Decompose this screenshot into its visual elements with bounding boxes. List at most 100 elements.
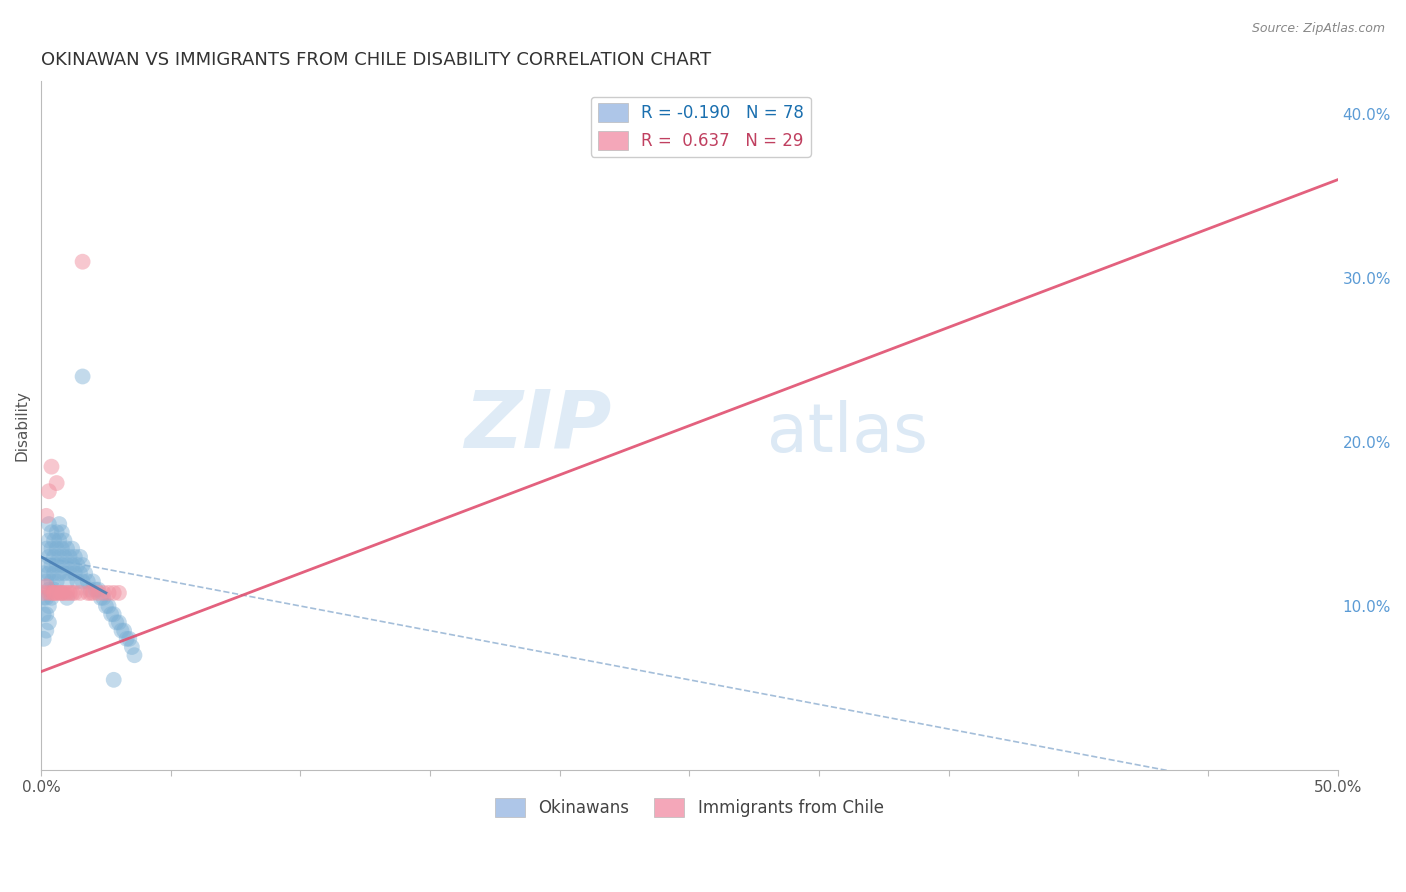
Point [41,525,63,540]
Point [51,525,73,540]
Point [97,599,120,613]
Point [38,566,60,581]
Point [63,586,86,600]
Point [118,632,141,646]
Point [79,582,101,597]
Point [76,586,98,600]
Point [35,579,58,593]
Point [59,566,82,581]
Point [76,574,98,589]
Point [103,586,125,600]
Point [93,586,115,600]
Point [35,574,58,589]
Point [41,574,63,589]
Point [72,558,94,572]
Point [41,558,63,572]
Point [124,648,146,663]
Point [35,624,58,638]
Point [53,533,76,548]
Point [41,541,63,556]
Point [38,533,60,548]
Point [105,615,128,630]
Point [45,586,67,600]
Point [38,599,60,613]
Point [41,586,63,600]
Point [53,566,76,581]
Point [51,586,73,600]
Text: atlas: atlas [768,400,928,466]
Point [56,574,79,589]
Point [60,558,83,572]
Point [75,566,97,581]
Point [42,566,65,581]
Point [32,586,55,600]
Point [38,484,60,499]
Point [42,586,65,600]
Point [72,574,94,589]
Point [103,607,125,622]
Point [90,591,112,605]
Point [48,586,70,600]
Point [32,566,55,581]
Point [51,586,73,600]
Point [42,586,65,600]
Point [45,574,67,589]
Point [59,586,82,600]
Point [93,591,115,605]
Text: OKINAWAN VS IMMIGRANTS FROM CHILE DISABILITY CORRELATION CHART: OKINAWAN VS IMMIGRANTS FROM CHILE DISABI… [41,51,711,69]
Point [66,574,89,589]
Point [38,615,60,630]
Point [38,517,60,532]
Point [87,582,110,597]
Point [82,574,104,589]
Legend: Okinawans, Immigrants from Chile: Okinawans, Immigrants from Chile [488,791,890,823]
Point [60,541,83,556]
Point [108,586,131,600]
Point [110,624,132,638]
Point [45,525,67,540]
Point [45,558,67,572]
Point [56,586,79,600]
Point [72,254,94,268]
Text: Source: ZipAtlas.com: Source: ZipAtlas.com [1251,22,1385,36]
Point [69,566,91,581]
Point [35,558,58,572]
Point [45,476,67,491]
Point [32,591,55,605]
Point [100,607,122,622]
Point [82,586,104,600]
Point [42,533,65,548]
Point [32,632,55,646]
Point [79,586,101,600]
Point [63,566,86,581]
Point [53,586,76,600]
Point [112,624,135,638]
Point [41,459,63,474]
Point [121,640,143,654]
Point [66,558,89,572]
Point [108,615,131,630]
Point [84,582,107,597]
Point [35,508,58,523]
Point [69,549,91,564]
Point [97,586,120,600]
Point [35,607,58,622]
Point [72,369,94,384]
Point [42,549,65,564]
Point [69,586,91,600]
Point [59,549,82,564]
Point [32,607,55,622]
Point [56,541,79,556]
Point [41,591,63,605]
Point [53,549,76,564]
Point [56,558,79,572]
Point [38,586,60,600]
Point [48,517,70,532]
Point [48,566,70,581]
Point [35,541,58,556]
Point [115,632,138,646]
Point [56,591,79,605]
Point [51,541,73,556]
Point [103,673,125,687]
Point [42,582,65,597]
